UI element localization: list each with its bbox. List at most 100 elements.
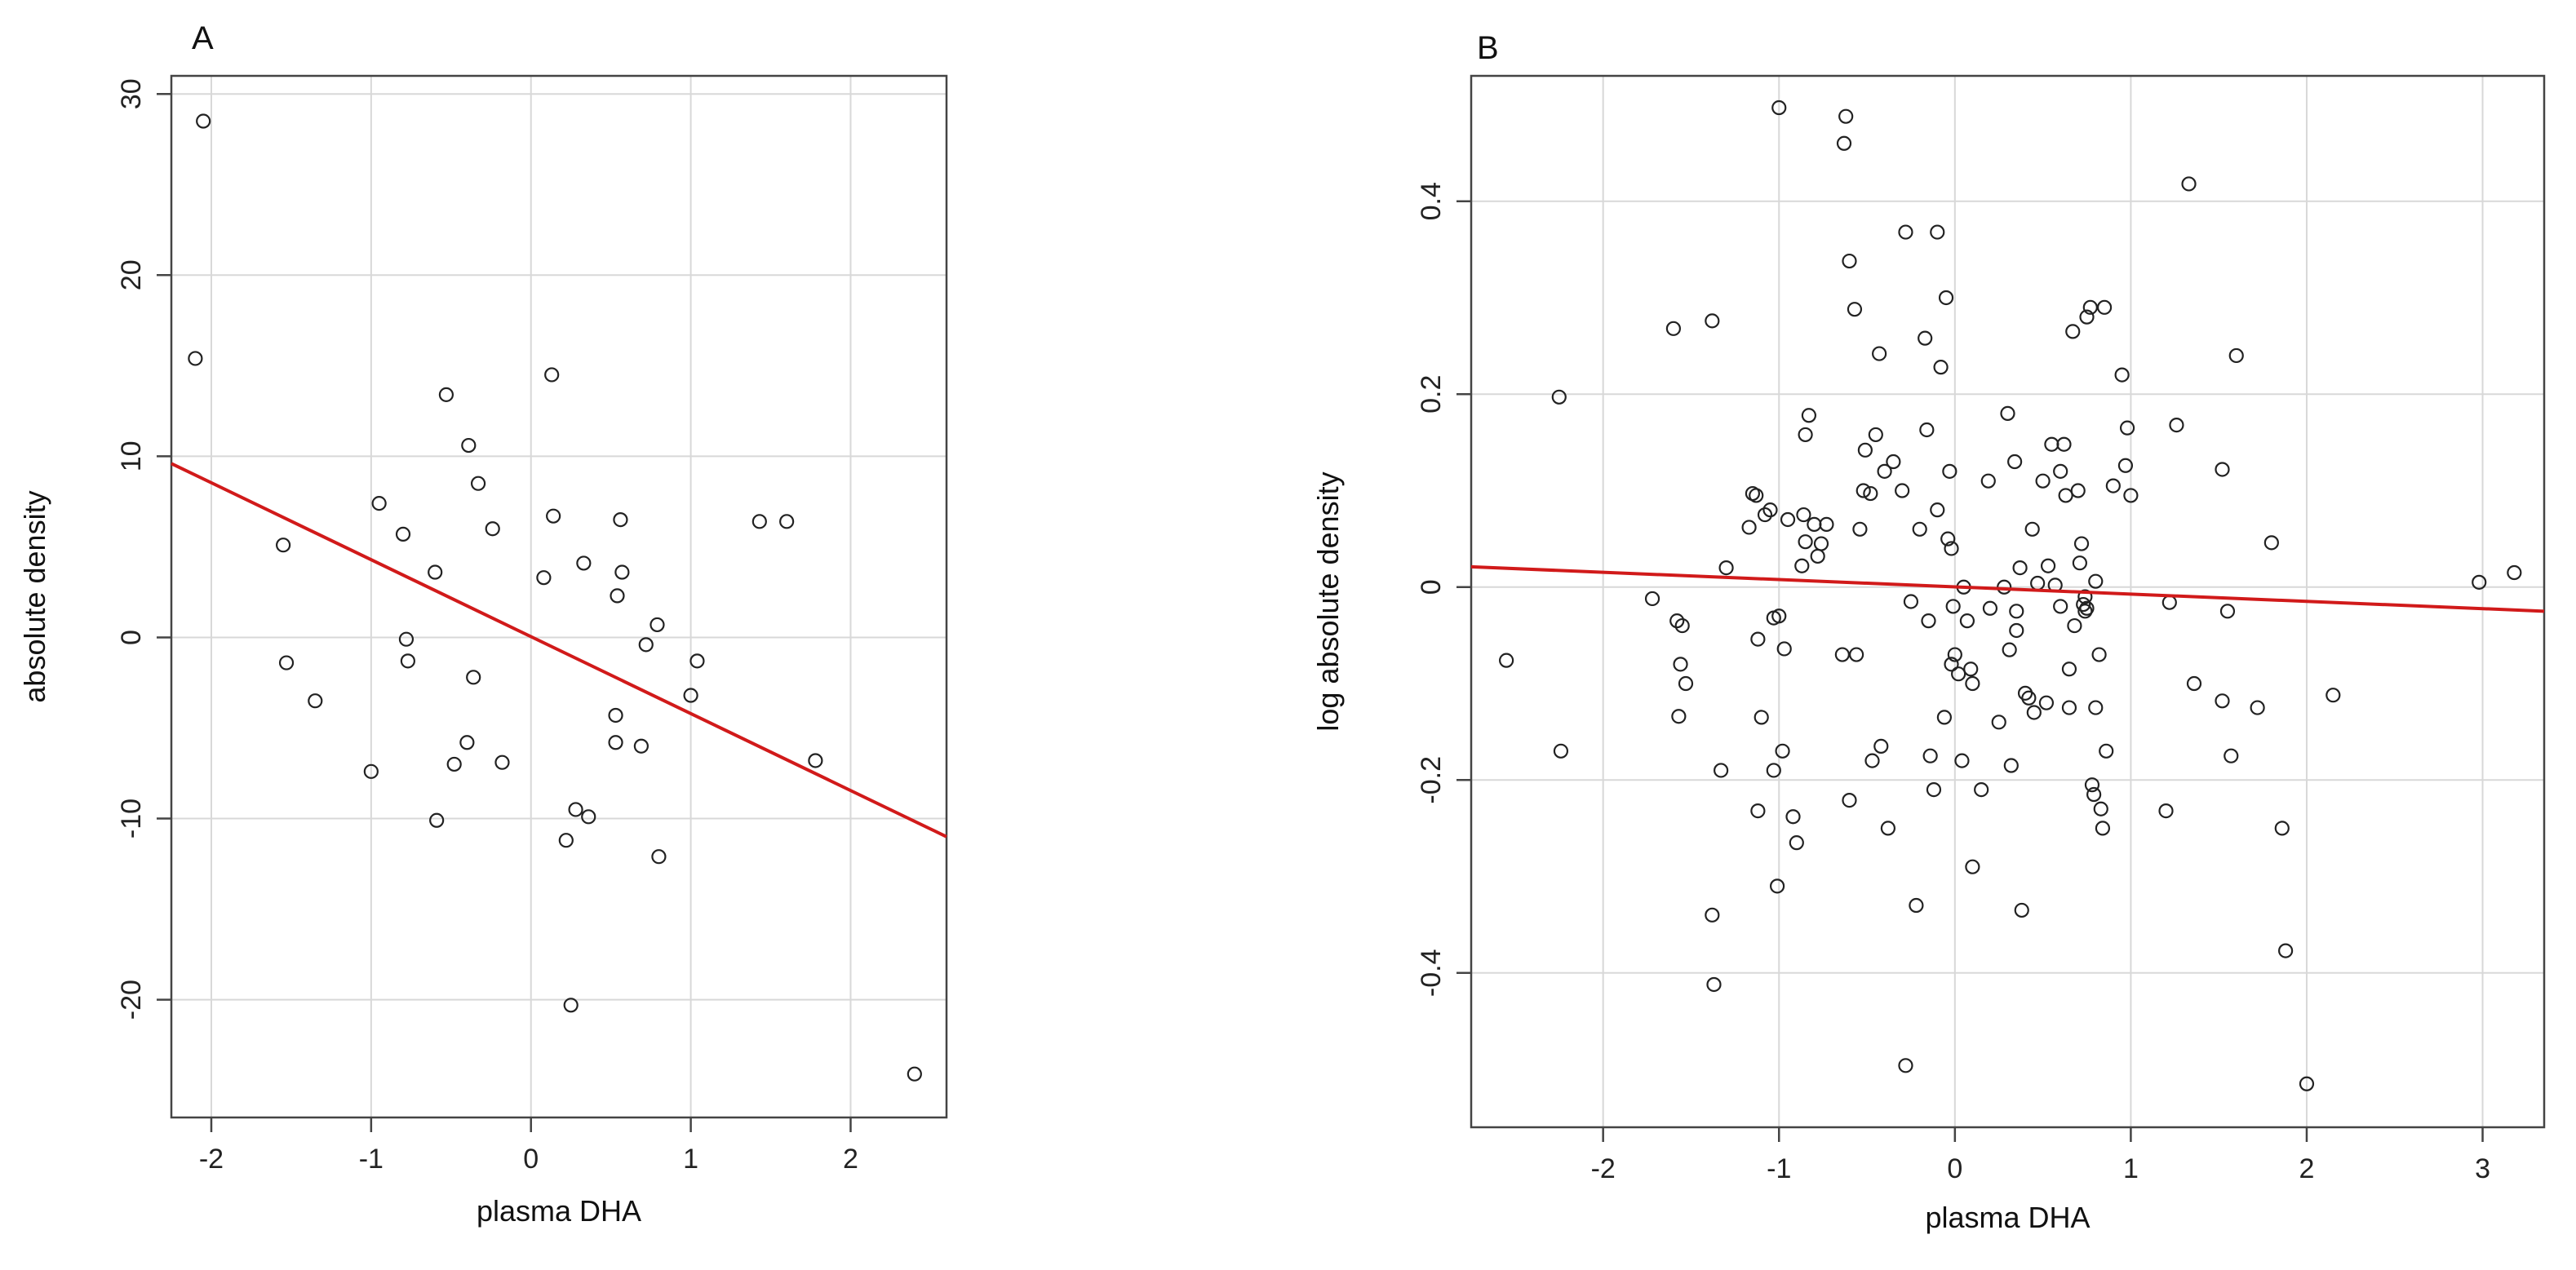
data-point — [2084, 777, 2100, 793]
data-point — [1810, 548, 1825, 564]
data-point — [276, 538, 291, 553]
data-point — [2228, 347, 2244, 364]
data-point — [494, 754, 510, 770]
data-point — [2038, 695, 2055, 710]
data-point — [1980, 473, 1996, 489]
data-point — [1796, 507, 1811, 523]
data-point — [2169, 417, 2184, 433]
data-point — [2044, 436, 2059, 452]
data-point — [1930, 224, 1945, 240]
data-point — [1909, 897, 1924, 914]
data-point — [1766, 763, 1781, 778]
data-point — [428, 564, 443, 580]
data-point — [1705, 313, 1720, 329]
y-axis-label: absolute density — [18, 490, 51, 702]
data-point — [2263, 535, 2279, 551]
data-point — [308, 693, 323, 709]
data-point — [466, 670, 481, 685]
data-point — [1873, 738, 1889, 754]
data-point — [485, 521, 500, 537]
data-point — [2158, 803, 2174, 819]
data-point — [2299, 1076, 2315, 1091]
data-point — [2096, 299, 2113, 315]
data-point — [1847, 302, 1863, 317]
data-point — [429, 812, 445, 828]
data-point — [2053, 463, 2068, 479]
data-point — [2091, 647, 2107, 662]
data-point — [1886, 454, 1901, 470]
data-point — [438, 387, 454, 402]
data-point — [2009, 604, 2024, 619]
data-point — [1930, 502, 1945, 518]
data-point — [2186, 675, 2202, 692]
data-point — [1674, 617, 1690, 634]
data-point — [363, 763, 379, 779]
x-tick-label: -2 — [199, 1144, 224, 1175]
data-point — [400, 653, 415, 669]
regression-line — [1470, 564, 2545, 613]
data-point — [1936, 710, 1952, 725]
data-point — [1842, 253, 1857, 269]
data-point — [633, 738, 649, 754]
data-point — [2181, 176, 2197, 192]
data-point — [2224, 748, 2239, 763]
x-tick-label: -1 — [1767, 1153, 1791, 1184]
data-point — [1857, 442, 1873, 458]
data-point — [2077, 589, 2093, 604]
data-point — [1945, 599, 1961, 614]
data-point — [1553, 743, 1569, 759]
data-point — [576, 555, 592, 571]
data-point — [1798, 427, 1813, 443]
data-point — [2035, 473, 2051, 489]
data-point — [2007, 454, 2023, 470]
x-axis-label: plasma DHA — [477, 1194, 641, 1228]
data-point — [2093, 801, 2108, 816]
data-point — [536, 570, 552, 586]
data-point — [1982, 600, 1998, 616]
data-point — [1944, 541, 1959, 556]
data-point — [1863, 485, 1878, 502]
data-point — [1926, 782, 1942, 798]
data-point — [1673, 657, 1688, 672]
data-point — [1771, 608, 1787, 624]
data-point — [2507, 564, 2522, 581]
data-point — [2278, 943, 2294, 958]
panel-b-scatter-plot: -2 -1 0 1 2 3 -0.4 -0.2 0 0.2 0.4 plasma DHA log abs… — [1311, 30, 2546, 1234]
data-point — [2009, 622, 2024, 639]
data-point — [459, 735, 475, 750]
data-point — [1919, 422, 1935, 438]
data-point — [2072, 555, 2087, 571]
data-point — [1842, 793, 1857, 808]
data-point — [1852, 521, 1868, 537]
data-point — [689, 653, 705, 669]
data-point — [2105, 478, 2121, 493]
data-point — [1868, 427, 1883, 443]
data-point — [446, 756, 462, 772]
data-point — [1954, 753, 1970, 768]
x-tick-label: 2 — [2299, 1153, 2315, 1184]
data-point — [2076, 596, 2091, 613]
data-point — [1714, 763, 1729, 778]
data-point — [2073, 536, 2090, 551]
data-point — [1963, 662, 1979, 677]
data-point — [1918, 330, 1933, 346]
y-axis-label: log absolute density — [1311, 471, 1345, 731]
data-point — [2077, 604, 2093, 619]
panel-label: A — [192, 20, 214, 56]
data-point — [1944, 657, 1959, 672]
data-point — [1794, 558, 1810, 573]
data-point — [1838, 108, 1854, 124]
data-point — [2114, 367, 2130, 383]
data-point — [1819, 516, 1834, 532]
data-point — [1769, 878, 1785, 894]
data-point — [2067, 617, 2082, 634]
data-point — [2472, 574, 2487, 590]
plot-frame — [1470, 74, 2546, 1129]
data-point — [1718, 560, 1734, 576]
data-point — [2215, 693, 2230, 709]
data-point — [2021, 690, 2037, 706]
data-point — [2053, 599, 2068, 614]
data-point — [752, 514, 767, 529]
data-point — [808, 753, 823, 768]
